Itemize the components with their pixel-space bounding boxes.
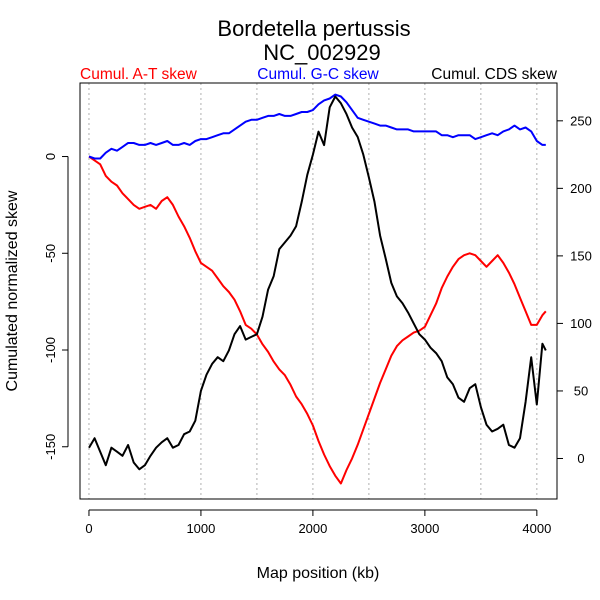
legend-cds-skew: Cumul. CDS skew [431, 66, 558, 83]
y-axis-left: 0 -50 -100 -150 [43, 153, 69, 460]
chart-title-line-2: NC_002929 [263, 40, 380, 65]
legend-at-skew: Cumul. A-T skew [80, 66, 198, 83]
y2-tick-label-50: 50 [574, 383, 588, 398]
series-line-cumul-cds-skew [88, 95, 547, 471]
x-tick-label-4000: 4000 [522, 521, 551, 536]
y-axis-right: 0 50 100 150 200 250 [556, 113, 592, 466]
series-line-cumul-g-c-skew [88, 93, 546, 160]
x-tick-label-0: 0 [85, 521, 92, 536]
y2-tick-label-100: 100 [570, 316, 592, 331]
legend-gc-skew: Cumul. G-C skew [257, 66, 379, 83]
chart-title-line-1: Bordetella pertussis [217, 16, 410, 41]
y2-tick-label-250: 250 [570, 113, 592, 128]
y-tick-label--50: -50 [43, 244, 58, 263]
x-axis: 0 1000 2000 3000 4000 [85, 509, 551, 536]
x-tick-label-3000: 3000 [410, 521, 439, 536]
y-tick-label--150: -150 [43, 434, 58, 460]
y-tick-label-0: 0 [43, 153, 58, 160]
x-tick-label-1000: 1000 [186, 521, 215, 536]
y-tick-label--100: -100 [43, 337, 58, 363]
series-lines [88, 93, 547, 485]
x-axis-title: Map position (kb) [257, 565, 380, 582]
y-axis-title: Cumulated normalized skew [4, 190, 21, 391]
y2-tick-label-200: 200 [570, 181, 592, 196]
y2-tick-label-150: 150 [570, 248, 592, 263]
y2-tick-label-0: 0 [577, 451, 584, 466]
vertical-gridlines [88, 83, 538, 499]
series-line-cumul-a-t-skew [88, 155, 547, 485]
x-tick-label-2000: 2000 [298, 521, 327, 536]
